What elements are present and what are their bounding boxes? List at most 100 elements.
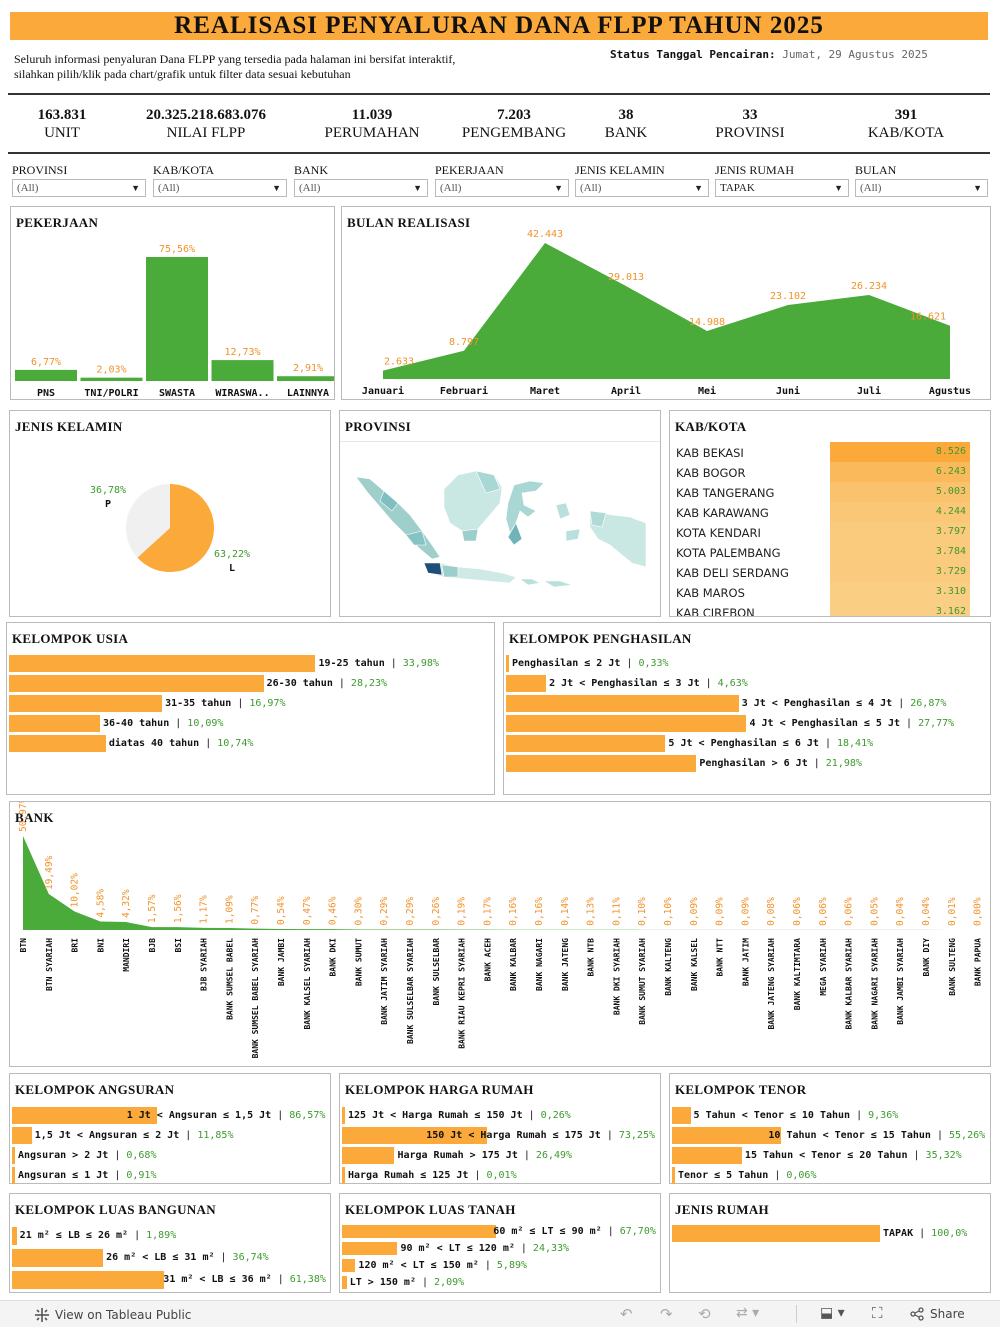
luas-tanah-bar[interactable]: [342, 1276, 347, 1289]
indonesia-map-icon[interactable]: [340, 445, 660, 615]
view-on-tableau-link[interactable]: View on Tableau Public: [34, 1307, 191, 1323]
bank-area[interactable]: [23, 836, 978, 930]
tenor-bar[interactable]: [672, 1147, 742, 1164]
pekerjaan-bar[interactable]: [277, 376, 334, 381]
harga-chart[interactable]: 125 Jt < Harga Rumah ≤ 150 Jt | 0,26% 150…: [340, 1074, 660, 1184]
kabkota-row[interactable]: KAB CIREBON 3.162: [670, 602, 990, 617]
penghasilan-chart[interactable]: Penghasilan ≤ 2 Jt | 0,33% 2 Jt < Penghas…: [504, 623, 990, 794]
angsuran-chart[interactable]: 1 Jt < Angsuran ≤ 1,5 Jt | 86,57% 1,5 Jt …: [10, 1074, 330, 1184]
penghasilan-bar[interactable]: [506, 735, 666, 752]
usia-bar[interactable]: [9, 675, 264, 692]
bank-category-label: BANK SUMUT: [354, 938, 363, 986]
filter-pekerjaan-select[interactable]: (All) ▼: [435, 179, 569, 197]
angsuran-bar[interactable]: [12, 1167, 15, 1184]
tenor-bar[interactable]: [672, 1127, 782, 1144]
usia-pct: 10,09%: [187, 717, 224, 729]
bulan-area[interactable]: [383, 243, 950, 379]
pekerjaan-category-label: LAINNYA: [287, 388, 329, 399]
panel-tenor: KELOMPOK TENOR 5 Tahun < Tenor ≤ 10 Tahu…: [669, 1073, 991, 1184]
tenor-bar[interactable]: [672, 1107, 691, 1124]
angsuran-bar[interactable]: [12, 1107, 157, 1124]
tenor-bar[interactable]: [672, 1167, 675, 1184]
harga-bar[interactable]: [342, 1107, 345, 1124]
filter-bulan-label: BULAN: [855, 163, 897, 177]
bank-value-label: 0,06%: [818, 897, 829, 926]
filter-jenis-kelamin-select[interactable]: (All) ▼: [575, 179, 709, 197]
luas-tanah-bar[interactable]: [342, 1225, 497, 1238]
usia-bar[interactable]: [9, 715, 100, 732]
usia-chart[interactable]: 19-25 tahun | 33,98% 26-30 tahun | 28,23%…: [7, 623, 494, 794]
bulan-category-label: April: [611, 385, 641, 397]
kabkota-row[interactable]: KAB KARAWANG 4.244: [670, 502, 990, 522]
usia-bar[interactable]: [9, 735, 106, 752]
penghasilan-bar[interactable]: [506, 755, 697, 772]
kabkota-row[interactable]: KAB DELI SERDANG 3.729: [670, 562, 990, 582]
usia-category: 26-30 tahun: [266, 677, 333, 689]
filter-bank-value: (All): [299, 182, 321, 194]
bank-value-label: 1,56%: [173, 894, 184, 923]
penghasilan-bar[interactable]: [506, 675, 547, 692]
kabkota-row[interactable]: KAB BEKASI 8.526: [670, 442, 990, 462]
share-button[interactable]: Share: [910, 1307, 965, 1321]
luas-tanah-bar[interactable]: [342, 1259, 356, 1272]
usia-bar[interactable]: [9, 655, 316, 672]
harga-bar[interactable]: [342, 1127, 488, 1144]
bank-value-label: 0,10%: [637, 897, 648, 926]
filter-bulan-select[interactable]: (All) ▼: [855, 179, 988, 197]
tenor-chart[interactable]: 5 Tahun < Tenor ≤ 10 Tahun | 9,36% 10 Tah…: [670, 1074, 990, 1184]
harga-bar[interactable]: [342, 1167, 345, 1184]
download-icon[interactable]: ⬓ ▾: [820, 1305, 845, 1321]
refresh-icon[interactable]: ⇄ ▾: [736, 1305, 760, 1321]
pekerjaan-bar[interactable]: [80, 377, 143, 381]
luas-bangunan-chart[interactable]: 21 m² ≤ LB ≤ 26 m² | 1,89% 26 m² < LB ≤ 3…: [10, 1194, 330, 1292]
luas-bangunan-bar[interactable]: [12, 1249, 104, 1267]
kpi-perumahan: 11.039 PERUMAHAN: [318, 106, 426, 142]
tenor-label: 5 Tahun < Tenor ≤ 10 Tahun | 9,36%: [694, 1110, 899, 1122]
jenis-rumah-pct: 100,0%: [931, 1227, 968, 1239]
harga-bar[interactable]: [342, 1147, 395, 1164]
luas-tanah-bar[interactable]: [342, 1242, 398, 1255]
penghasilan-bar[interactable]: [506, 715, 747, 732]
usia-pct: 33,98%: [402, 657, 439, 669]
angsuran-bar[interactable]: [12, 1127, 32, 1144]
bulan-chart[interactable]: 2.633 Januari 8.797 Februari 42.443 Maret 29.0…: [342, 207, 990, 399]
kabkota-value: 3.162: [935, 606, 966, 617]
filter-pekerjaan-label: PEKERJAAN: [435, 163, 504, 177]
jenis-kelamin-slice[interactable]: [137, 484, 214, 572]
revert-icon[interactable]: ⟲: [698, 1305, 711, 1323]
jenis-kelamin-chart[interactable]: 36,78% P 63,22% L: [10, 411, 330, 616]
penghasilan-bar[interactable]: [506, 655, 509, 672]
kabkota-row[interactable]: KOTA PALEMBANG 3.784: [670, 542, 990, 562]
bank-category-label: BANK JAMBI SYARIAH: [896, 938, 905, 1025]
angsuran-bar[interactable]: [12, 1147, 15, 1164]
filter-bank-select[interactable]: (All) ▼: [294, 179, 428, 197]
pekerjaan-chart[interactable]: 6,77% PNS 2,03% TNI/POLRI 75,56% SWASTA 12,73%…: [11, 207, 334, 399]
filter-kabkota-select[interactable]: (All) ▼: [153, 179, 287, 197]
usia-bar[interactable]: [9, 695, 163, 712]
separator: |: [699, 677, 718, 689]
jenis-rumah-chart[interactable]: TAPAK | 100,0%: [670, 1194, 990, 1292]
filter-provinsi-select[interactable]: (All) ▼: [12, 179, 146, 197]
pekerjaan-bar[interactable]: [15, 369, 77, 381]
kabkota-row[interactable]: KAB TANGERANG 5.003: [670, 482, 990, 502]
jenis-kelamin-slice[interactable]: [126, 484, 170, 558]
pekerjaan-bar[interactable]: [211, 360, 274, 381]
pekerjaan-bar[interactable]: [146, 257, 208, 381]
bank-category-label: BANK NTT: [716, 938, 725, 977]
fullscreen-icon[interactable]: ⛶: [872, 1304, 883, 1322]
kabkota-row[interactable]: KAB MAROS 3.310: [670, 582, 990, 602]
filter-jenis-rumah-select[interactable]: TAPAK ▼: [715, 179, 849, 197]
luas-bangunan-bar[interactable]: [12, 1227, 17, 1245]
kabkota-row[interactable]: KOTA KENDARI 3.797: [670, 522, 990, 542]
bank-category-label: BANK SUMSEL BABEL: [225, 938, 234, 1020]
penghasilan-bar[interactable]: [506, 695, 739, 712]
bank-chart[interactable]: 50,97% BTN 19,49% BTN SYARIAH 10,02% BRI 4,58%…: [10, 802, 990, 1066]
luas-bangunan-bar[interactable]: [12, 1271, 165, 1289]
kabkota-row[interactable]: KAB BOGOR 6.243: [670, 462, 990, 482]
panel-usia: KELOMPOK USIA 19-25 tahun | 33,98% 26-30 …: [6, 622, 495, 795]
panel-title: PEKERJAAN: [16, 215, 99, 230]
jenis-rumah-bar[interactable]: [672, 1225, 880, 1242]
undo-icon[interactable]: ↶: [620, 1305, 633, 1323]
luas-tanah-chart[interactable]: 60 m² ≤ LT ≤ 90 m² | 67,70% 90 m² < LT ≤ …: [340, 1194, 660, 1292]
redo-icon[interactable]: ↷: [660, 1305, 673, 1323]
